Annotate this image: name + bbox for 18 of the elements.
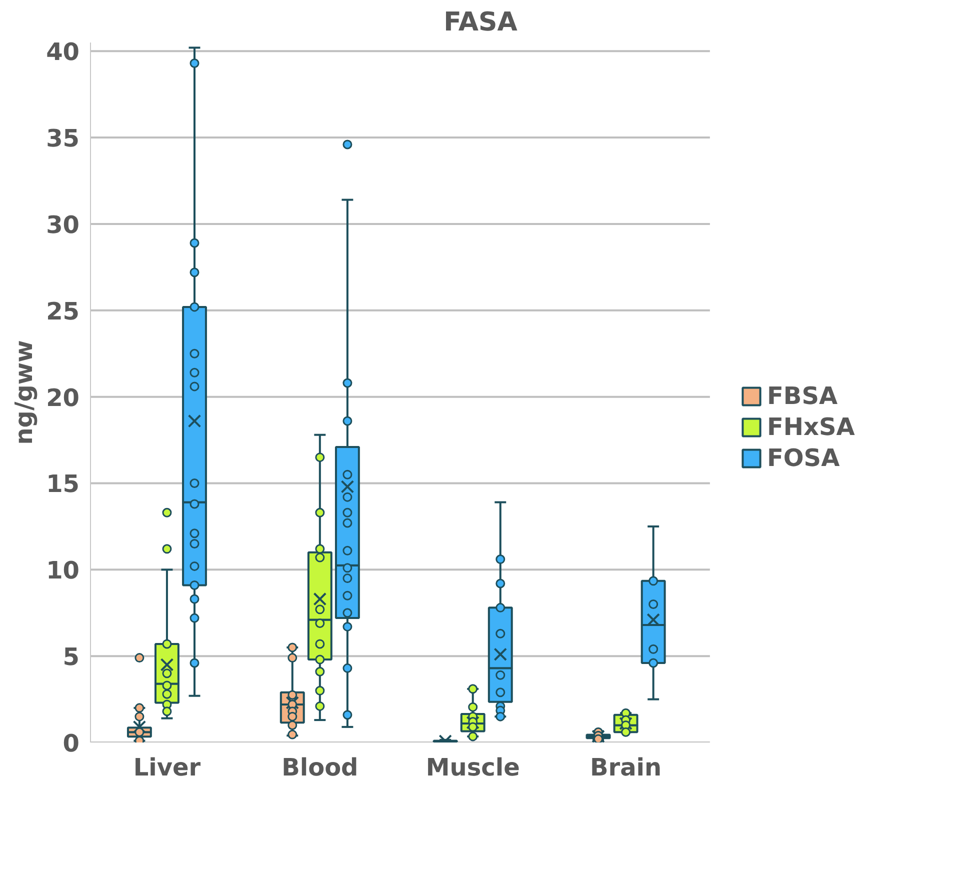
- y-tick-label: 0: [62, 730, 80, 758]
- x-tick-label: Liver: [133, 754, 201, 782]
- y-tick-label: 35: [46, 124, 80, 153]
- y-tick-label: 20: [46, 384, 80, 412]
- y-tick-label: 10: [46, 556, 80, 585]
- y-tick-label: 30: [46, 210, 80, 239]
- y-tick-label: 40: [46, 38, 80, 66]
- x-tick-label: Muscle: [426, 754, 520, 782]
- x-tick-label: Brain: [590, 754, 662, 782]
- x-tick-label: Blood: [282, 754, 358, 782]
- y-axis-title: ng/gww: [10, 340, 38, 445]
- legend-label: FHxSA: [767, 413, 855, 441]
- y-tick-label: 25: [46, 297, 80, 326]
- y-tick-label: 15: [46, 470, 80, 498]
- legend-label: FBSA: [767, 382, 838, 410]
- legend-label: FOSA: [767, 444, 840, 472]
- chart-title: FASA: [444, 8, 518, 38]
- y-tick-label: 5: [62, 643, 80, 672]
